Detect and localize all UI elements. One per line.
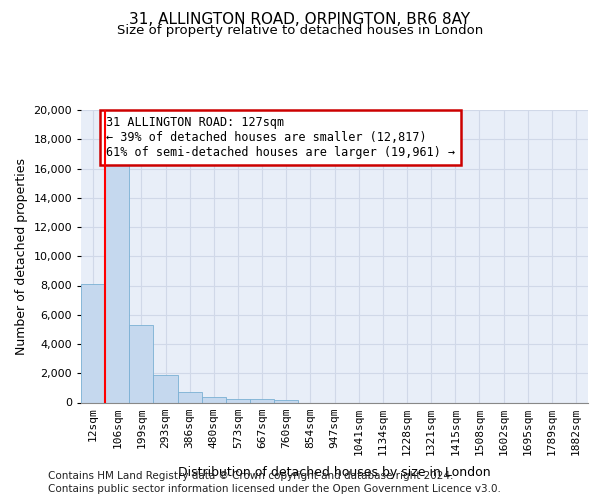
Bar — [226, 398, 250, 402]
Bar — [202, 398, 226, 402]
Y-axis label: Number of detached properties: Number of detached properties — [15, 158, 28, 355]
Text: 31 ALLINGTON ROAD: 127sqm
← 39% of detached houses are smaller (12,817)
61% of s: 31 ALLINGTON ROAD: 127sqm ← 39% of detac… — [106, 116, 455, 159]
Bar — [274, 400, 298, 402]
Bar — [250, 399, 274, 402]
Bar — [129, 325, 154, 402]
Bar — [154, 376, 178, 402]
Text: Size of property relative to detached houses in London: Size of property relative to detached ho… — [117, 24, 483, 37]
X-axis label: Distribution of detached houses by size in London: Distribution of detached houses by size … — [178, 466, 491, 478]
Bar — [105, 161, 129, 402]
Text: 31, ALLINGTON ROAD, ORPINGTON, BR6 8AY: 31, ALLINGTON ROAD, ORPINGTON, BR6 8AY — [130, 12, 470, 28]
Text: Contains HM Land Registry data © Crown copyright and database right 2024.: Contains HM Land Registry data © Crown c… — [48, 471, 454, 481]
Text: Contains public sector information licensed under the Open Government Licence v3: Contains public sector information licen… — [48, 484, 501, 494]
Bar — [178, 392, 202, 402]
Bar — [81, 284, 105, 403]
